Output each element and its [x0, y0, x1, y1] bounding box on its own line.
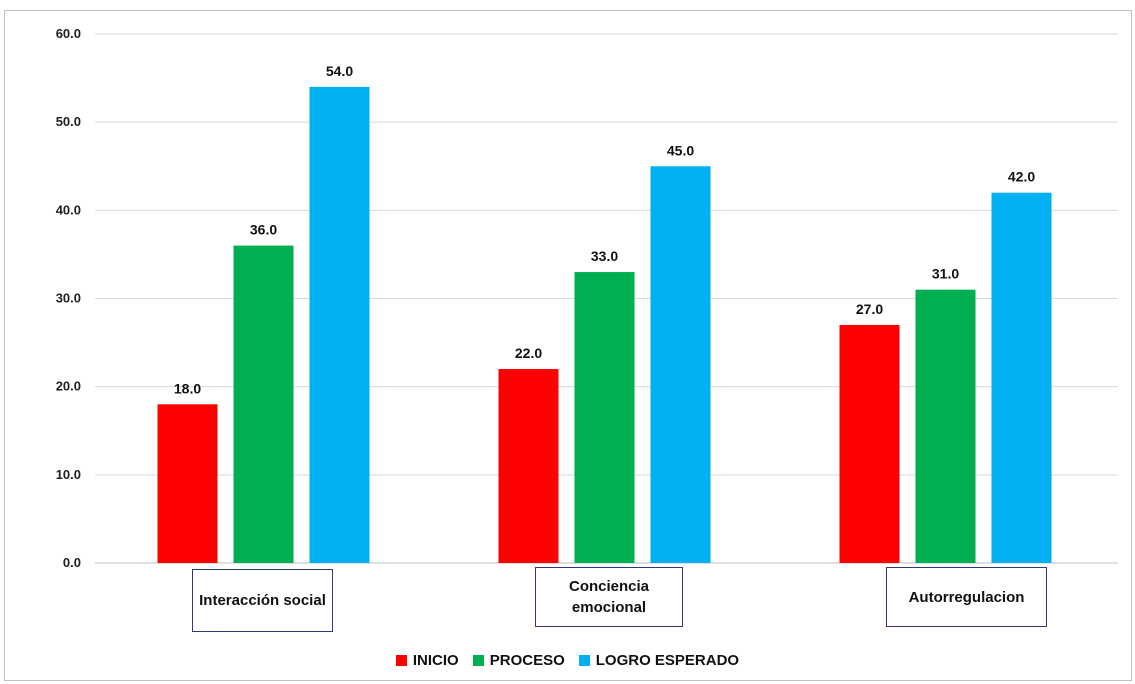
legend-item-proceso: PROCESO — [472, 652, 565, 669]
legend: INICIO PROCESO LOGRO ESPERADO — [0, 652, 1135, 669]
legend-item-logro-esperado: LOGRO ESPERADO — [578, 652, 740, 669]
data-label-autorregulacion-proceso: 31.0 — [932, 266, 959, 282]
legend-label-inicio: INICIO — [412, 652, 459, 669]
data-label-interaccion-social-proceso: 36.0 — [250, 222, 277, 238]
category-label-interaccion-social: Interacción social — [192, 569, 333, 632]
data-label-conciencia-emocional-inicio: 22.0 — [515, 345, 542, 361]
y-tick-label: 40.0 — [56, 202, 81, 217]
y-tick-label: 60.0 — [56, 26, 81, 41]
legend-label-logro-esperado: LOGRO ESPERADO — [595, 652, 740, 669]
legend-label-proceso: PROCESO — [489, 652, 565, 669]
bar-interaccion-social-proceso — [233, 245, 294, 563]
legend-item-inicio: INICIO — [395, 652, 459, 669]
legend-swatch-logro-esperado — [578, 655, 590, 666]
data-label-conciencia-emocional-logro-esperado: 45.0 — [667, 142, 694, 158]
data-label-autorregulacion-inicio: 27.0 — [856, 301, 883, 317]
bar-autorregulacion-inicio — [839, 324, 900, 563]
legend-swatch-inicio — [395, 655, 407, 666]
chart-frame — [4, 10, 1132, 681]
bar-autorregulacion-proceso — [915, 289, 976, 563]
y-tick-label: 10.0 — [56, 467, 81, 482]
y-tick-label: 20.0 — [56, 379, 81, 394]
data-label-conciencia-emocional-proceso: 33.0 — [591, 248, 618, 264]
category-label-conciencia-emocional: Conciencia emocional — [535, 567, 683, 627]
bar-autorregulacion-logro-esperado — [991, 192, 1052, 563]
bar-conciencia-emocional-proceso — [574, 272, 635, 563]
y-tick-label: 30.0 — [56, 291, 81, 306]
data-label-interaccion-social-logro-esperado: 54.0 — [326, 63, 353, 79]
bar-interaccion-social-inicio — [157, 404, 218, 563]
category-label-autorregulacion: Autorregulacion — [886, 567, 1047, 627]
data-label-interaccion-social-inicio: 18.0 — [174, 380, 201, 396]
data-label-autorregulacion-logro-esperado: 42.0 — [1008, 169, 1035, 185]
legend-swatch-proceso — [472, 655, 484, 666]
bar-interaccion-social-logro-esperado — [309, 86, 370, 564]
y-tick-label: 0.0 — [63, 555, 81, 570]
bar-conciencia-emocional-inicio — [498, 369, 559, 563]
bar-conciencia-emocional-logro-esperado — [650, 166, 711, 563]
y-tick-label: 50.0 — [56, 114, 81, 129]
